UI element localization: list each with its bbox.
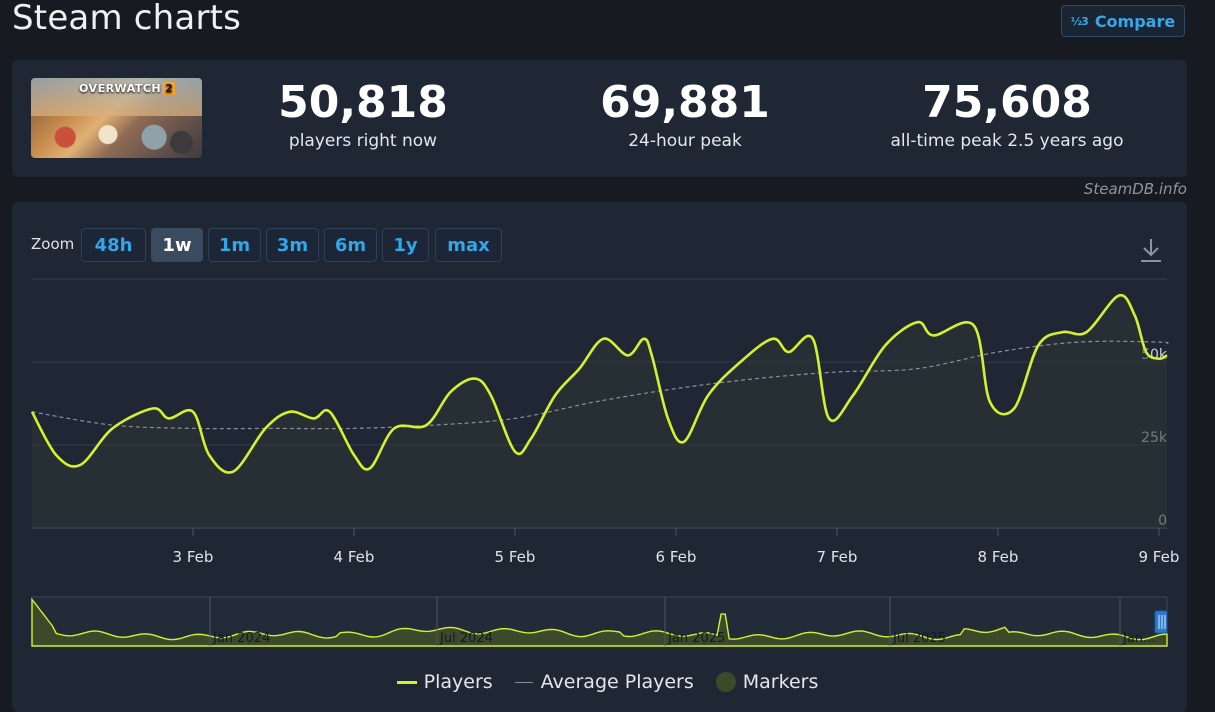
x-tick-label: 7 Feb [817, 548, 858, 566]
zoom-48h-button[interactable]: 48h [81, 228, 146, 262]
stat-all-time-peak: 75,608 all-time peak 2.5 years ago [872, 76, 1142, 152]
x-tick-label: 4 Feb [334, 548, 375, 566]
stat-value: 75,608 [922, 77, 1092, 128]
game-capsule-image[interactable]: OVERWATCH 2 [31, 78, 202, 158]
players-line [30, 293, 1168, 474]
zoom-1y-button[interactable]: 1y [382, 228, 429, 262]
game-logo: OVERWATCH 2 [79, 82, 176, 95]
zoom-1w-button[interactable]: 1w [151, 228, 203, 262]
stats-panel: OVERWATCH 2 50,818 players right now 69,8… [12, 60, 1187, 177]
chart-legend: Players Average Players Markers [0, 671, 1215, 693]
x-tick-label: 8 Feb [978, 548, 1019, 566]
stat-label: players right now [288, 131, 438, 151]
zoom-3m-button[interactable]: 3m [266, 228, 319, 262]
page-title: Steam charts [12, 0, 242, 38]
download-icon[interactable] [1138, 236, 1164, 264]
thumb-characters [31, 106, 202, 158]
x-tick-label: 6 Feb [656, 548, 697, 566]
average-players-line [31, 340, 1169, 430]
stat-24h-peak: 69,881 24-hour peak [575, 76, 795, 152]
compare-label: Compare [1094, 11, 1176, 31]
navigator-handle[interactable] [1154, 610, 1168, 634]
steamdb-credit-link[interactable]: SteamDB.info [1083, 180, 1187, 198]
fraction-icon: ½3 [1070, 14, 1089, 28]
zoom-1m-button[interactable]: 1m [208, 228, 261, 262]
x-tick-label: 5 Feb [495, 548, 536, 566]
stat-label: all-time peak 2.5 years ago [890, 131, 1124, 151]
stat-label: 24-hour peak [628, 131, 742, 151]
legend-players[interactable]: Players [396, 671, 493, 693]
navigator-label: Jan… [1122, 631, 1156, 646]
players-area [32, 295, 1167, 528]
navigator-label: Jul 2024 [439, 631, 493, 646]
x-tick-label: 3 Feb [173, 548, 214, 566]
zoom-label: Zoom [31, 235, 75, 253]
navigator-series [31, 597, 1168, 647]
stat-current-players: 50,818 players right now [252, 76, 474, 152]
navigator-label: Jan 2025 [667, 631, 725, 646]
markers-swatch [715, 672, 736, 692]
stat-value: 69,881 [600, 77, 770, 128]
zoom-6m-button[interactable]: 6m [324, 228, 377, 262]
players-line-swatch [396, 680, 417, 684]
legend-markers[interactable]: Markers [715, 671, 818, 693]
x-tick-label: 9 Feb [1139, 548, 1180, 566]
navigator-label: Jan 2024 [212, 631, 270, 646]
stat-value: 50,818 [278, 77, 448, 128]
average-line-swatch [514, 681, 533, 683]
legend-average-players[interactable]: Average Players [514, 671, 694, 693]
compare-button[interactable]: ½3 Compare [1061, 5, 1185, 37]
zoom-max-button[interactable]: max [435, 228, 502, 262]
navigator-label: Jul 2025 [892, 631, 946, 646]
